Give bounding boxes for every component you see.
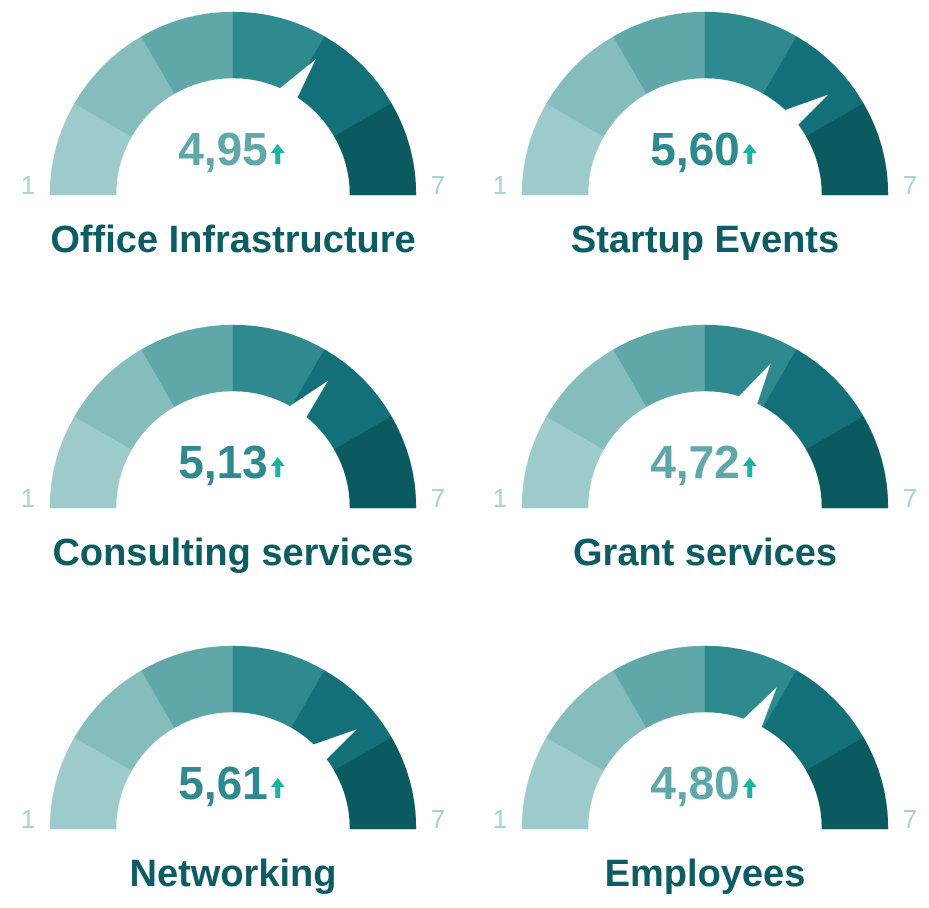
tick-label: 1 xyxy=(493,483,507,513)
tick-label: 1 xyxy=(21,483,35,513)
gauge-title: Grant services xyxy=(573,532,837,574)
gauge: 1 7 4,72 Grant services xyxy=(493,324,917,574)
gauge-segment xyxy=(805,103,889,196)
gauge-segment xyxy=(805,737,889,830)
value-label: 4,72 xyxy=(650,436,740,488)
trend-arrow xyxy=(270,457,285,477)
gauge: 1 7 5,60 Startup Events xyxy=(493,11,917,261)
gauge-title: Consulting services xyxy=(52,532,413,574)
gauge-title: Networking xyxy=(130,853,337,895)
gauge: 1 7 5,13 Consulting services xyxy=(21,324,445,574)
gauge: 1 7 5,61 Networking xyxy=(21,645,445,895)
gauge-pointer xyxy=(278,59,316,100)
tick-label: 1 xyxy=(493,804,507,834)
value-label: 4,80 xyxy=(650,757,740,809)
gauge-segment xyxy=(333,737,417,830)
value-label: 4,95 xyxy=(178,123,268,175)
trend-arrow xyxy=(742,457,757,477)
tick-label: 1 xyxy=(21,170,35,200)
value-label: 5,61 xyxy=(178,757,268,809)
tick-label: 1 xyxy=(493,170,507,200)
tick-label: 7 xyxy=(431,804,445,834)
trend-arrow xyxy=(742,144,757,164)
value-label: 5,60 xyxy=(650,123,740,175)
gauge: 1 7 4,95 Office Infrastructure xyxy=(21,11,445,261)
tick-label: 7 xyxy=(903,483,917,513)
trend-arrow xyxy=(742,778,757,798)
trend-arrow xyxy=(270,144,285,164)
gauge-title: Startup Events xyxy=(571,219,839,261)
tick-label: 7 xyxy=(903,170,917,200)
gauge-segment xyxy=(333,416,417,509)
trend-arrow xyxy=(270,778,285,798)
tick-label: 1 xyxy=(21,804,35,834)
gauge-pointer xyxy=(737,363,771,406)
gauge-pointer xyxy=(742,687,777,729)
gauge-segment xyxy=(333,103,417,196)
tick-label: 7 xyxy=(431,170,445,200)
tick-label: 7 xyxy=(903,804,917,834)
gauge-title: Employees xyxy=(605,853,806,895)
gauge-pointer xyxy=(783,94,829,127)
value-label: 5,13 xyxy=(178,436,268,488)
gauge: 1 7 4,80 Employees xyxy=(493,645,917,895)
gauge-title: Office Infrastructure xyxy=(50,219,415,261)
gauge-pointer xyxy=(288,380,329,419)
gauge-segment xyxy=(805,416,889,509)
gauge-pointer xyxy=(311,729,357,761)
tick-label: 7 xyxy=(431,483,445,513)
